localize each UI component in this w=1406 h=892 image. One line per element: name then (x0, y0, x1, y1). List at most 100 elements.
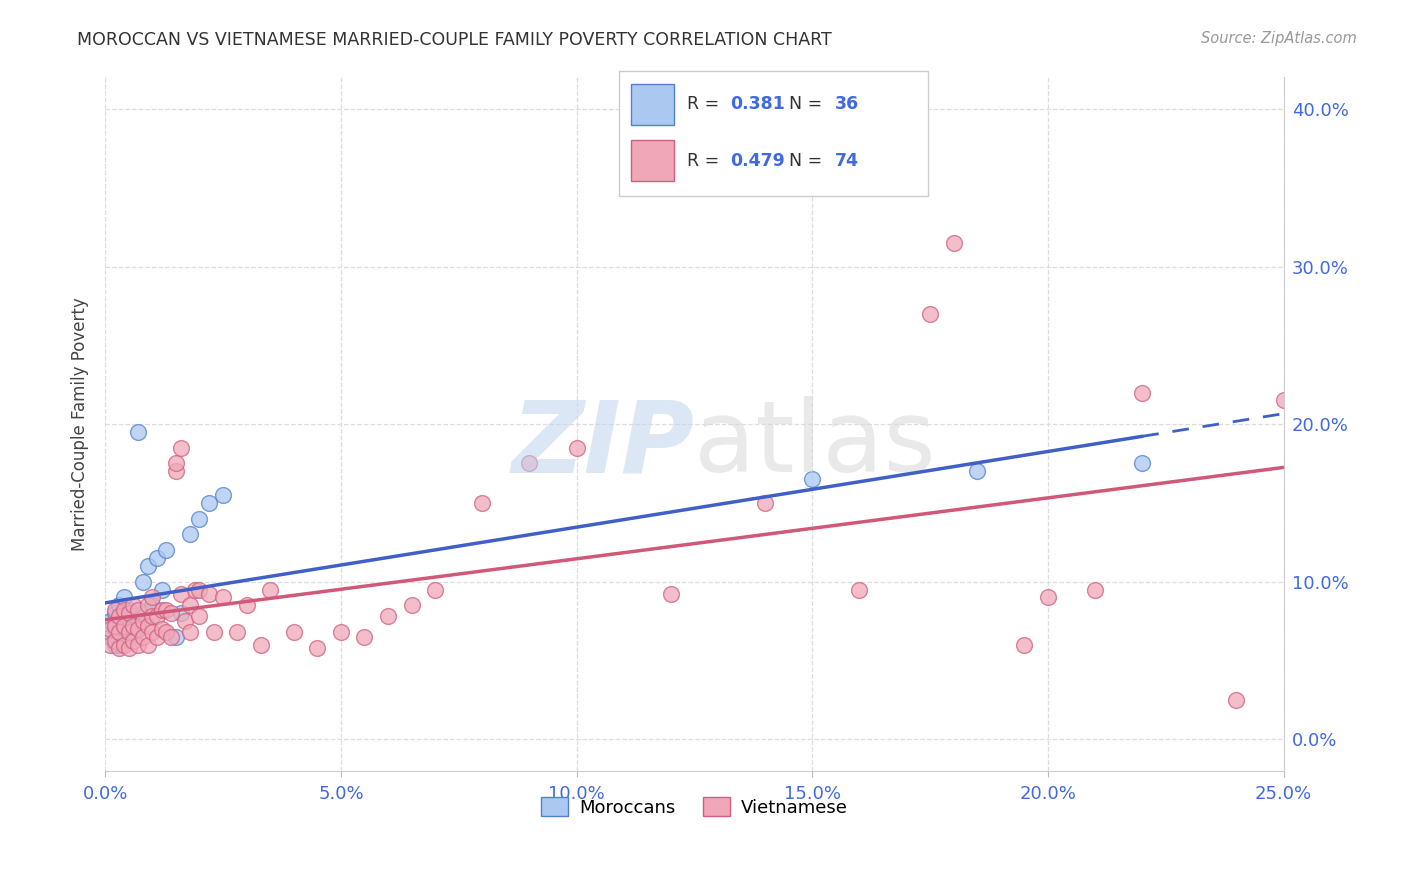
Point (1014, 638, 1036, 652)
Point (966, 464, 988, 478)
Point (108, 614, 131, 628)
Point (108, 625, 131, 640)
Point (235, 599, 257, 613)
Point (169, 441, 191, 455)
Point (519, 457, 541, 471)
Point (104, 622, 127, 636)
Point (118, 625, 141, 640)
Text: ZIP: ZIP (512, 396, 695, 493)
Bar (631, 140, 675, 181)
Point (198, 496, 221, 510)
Point (132, 606, 155, 620)
Point (212, 488, 235, 502)
Point (212, 591, 235, 605)
Point (160, 606, 183, 620)
Point (202, 625, 225, 640)
Point (98, 622, 121, 636)
Point (401, 599, 423, 613)
Point (150, 622, 173, 636)
Point (122, 619, 145, 633)
Point (377, 609, 399, 624)
Point (425, 582, 447, 597)
Point (141, 609, 163, 624)
Point (112, 591, 135, 605)
Point (141, 599, 163, 613)
Point (136, 619, 159, 633)
Point (174, 614, 197, 628)
Text: R =: R = (686, 152, 724, 169)
Point (132, 574, 155, 589)
Point (188, 511, 211, 525)
Point (920, 307, 942, 321)
Point (1130, 457, 1153, 471)
Point (155, 625, 177, 640)
Point (1036, 591, 1059, 605)
Point (198, 587, 221, 601)
Point (565, 441, 588, 455)
Point (259, 582, 281, 597)
Point (249, 638, 271, 652)
Point (226, 625, 249, 640)
Point (98, 638, 121, 652)
Point (801, 472, 824, 486)
Point (104, 606, 127, 620)
Point (353, 630, 375, 644)
Point (127, 614, 149, 628)
Point (471, 496, 494, 510)
Point (160, 630, 183, 644)
Point (112, 638, 135, 652)
Point (942, 235, 965, 250)
Point (1225, 693, 1247, 707)
Text: R =: R = (686, 95, 724, 113)
Point (179, 527, 201, 541)
Point (127, 603, 149, 617)
Point (146, 551, 169, 566)
Text: atlas: atlas (695, 396, 936, 493)
Point (108, 609, 131, 624)
Point (165, 464, 187, 478)
Point (150, 603, 173, 617)
Point (146, 630, 169, 644)
Point (136, 599, 159, 613)
Point (179, 625, 201, 640)
Point (118, 630, 141, 644)
Point (122, 599, 145, 613)
Point (150, 582, 173, 597)
Y-axis label: Married-Couple Family Poverty: Married-Couple Family Poverty (72, 297, 89, 551)
Point (179, 599, 201, 613)
Point (754, 496, 776, 510)
Point (118, 606, 141, 620)
Point (1084, 582, 1107, 597)
Point (132, 614, 155, 628)
Point (127, 622, 149, 636)
Bar (631, 84, 675, 125)
Point (104, 634, 127, 648)
Point (108, 640, 131, 655)
Point (155, 603, 177, 617)
Point (112, 634, 135, 648)
Point (165, 630, 187, 644)
Text: N =: N = (789, 95, 828, 113)
Legend: Moroccans, Vietnamese: Moroccans, Vietnamese (534, 790, 855, 824)
Text: N =: N = (789, 152, 828, 169)
Point (136, 638, 159, 652)
Point (132, 630, 155, 644)
Point (141, 625, 163, 640)
Text: MOROCCAN VS VIETNAMESE MARRIED-COUPLE FAMILY POVERTY CORRELATION CHART: MOROCCAN VS VIETNAMESE MARRIED-COUPLE FA… (77, 31, 832, 49)
Point (283, 625, 305, 640)
Point (307, 640, 329, 655)
Point (146, 609, 169, 624)
Point (122, 634, 145, 648)
Text: 74: 74 (835, 152, 859, 169)
Point (108, 599, 131, 613)
Point (165, 457, 187, 471)
Point (108, 638, 131, 652)
Point (122, 625, 145, 640)
Point (329, 625, 352, 640)
Point (118, 619, 141, 633)
Point (188, 582, 211, 597)
Point (659, 587, 682, 601)
Point (104, 603, 127, 617)
Point (98, 630, 121, 644)
Point (169, 587, 191, 601)
